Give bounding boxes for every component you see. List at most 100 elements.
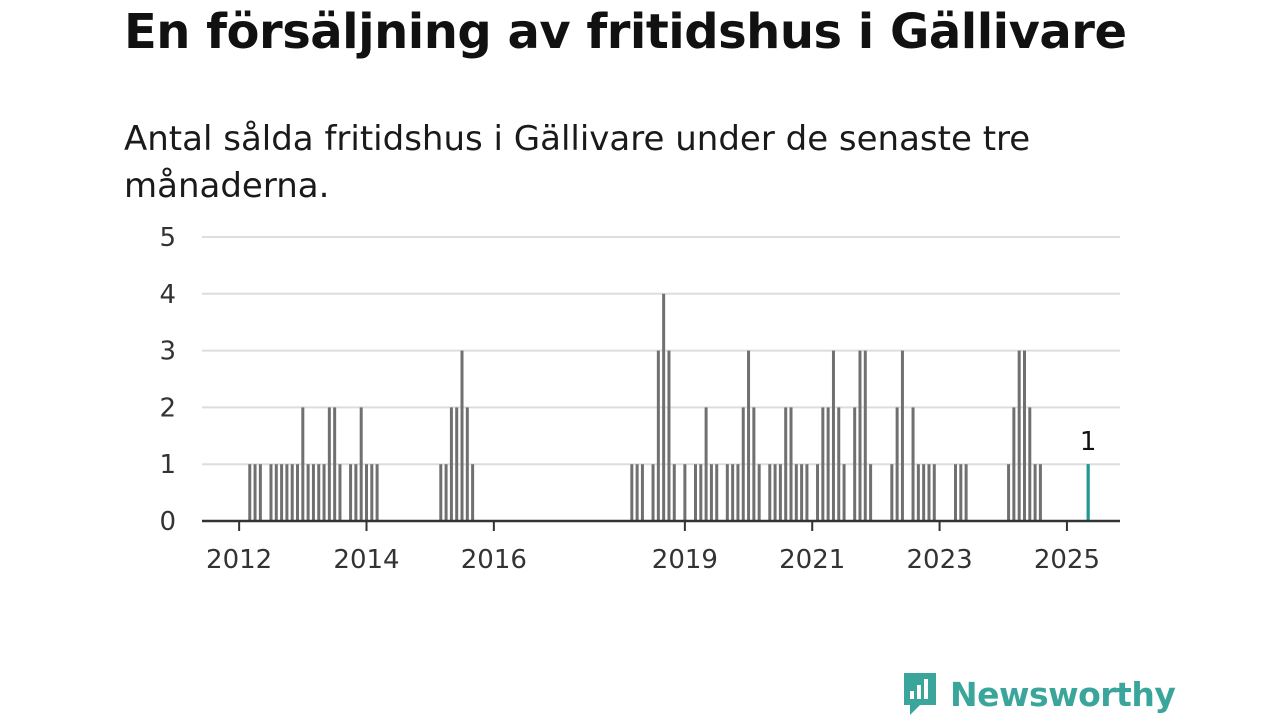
- bar: [900, 350, 904, 521]
- bar: [1012, 407, 1016, 521]
- x-tick-label: 2023: [906, 545, 972, 575]
- bar: [333, 407, 337, 521]
- bar: [741, 407, 745, 521]
- bar: [640, 464, 644, 521]
- bar: [869, 464, 873, 521]
- bar: [370, 464, 374, 521]
- bar: [725, 464, 729, 521]
- bar: [635, 464, 639, 521]
- bar: [800, 464, 804, 521]
- bar: [359, 407, 363, 521]
- bar: [895, 407, 899, 521]
- annotations: 1: [1080, 427, 1097, 457]
- bar: [269, 464, 273, 521]
- bar: [439, 464, 443, 521]
- y-tick-label: 0: [159, 507, 176, 537]
- bar: [922, 464, 926, 521]
- brand-logo: Newsworthy: [900, 668, 1176, 720]
- bar: [460, 350, 464, 521]
- bar: [736, 464, 740, 521]
- bar: [715, 464, 719, 521]
- bar: [954, 464, 957, 521]
- gridlines: [202, 236, 1120, 466]
- x-tick-label: 2021: [779, 545, 845, 575]
- bar: [667, 350, 671, 521]
- bar: [757, 464, 761, 521]
- bar: [338, 464, 342, 521]
- bar: [890, 464, 894, 521]
- bar: [837, 407, 841, 521]
- bar: [752, 407, 756, 521]
- bar: [789, 407, 793, 521]
- bar: [1028, 407, 1032, 521]
- bar: [311, 464, 315, 521]
- highlight-value-label: 1: [1080, 427, 1097, 457]
- bar: [365, 464, 368, 521]
- bar: [1038, 464, 1042, 521]
- bar: [693, 464, 697, 521]
- bar: [959, 464, 963, 521]
- bar: [916, 464, 920, 521]
- bar: [662, 293, 666, 521]
- bar: [842, 464, 846, 521]
- bar: [349, 464, 353, 521]
- x-axis-ticks: 2012 2014 2016 2019 2021 2023 2025: [206, 521, 1100, 575]
- bar: [322, 464, 326, 521]
- bar: [794, 464, 798, 521]
- bar: [465, 407, 469, 521]
- bar: [449, 407, 453, 521]
- bar: [651, 464, 655, 521]
- bar: [964, 464, 968, 521]
- bar: [327, 407, 331, 521]
- y-tick-label: 3: [159, 337, 176, 367]
- bar: [1033, 464, 1037, 521]
- highlight-bar: [1086, 464, 1090, 521]
- x-tick-label: 2016: [461, 545, 527, 575]
- bar: [306, 464, 310, 521]
- bar: [1017, 350, 1021, 521]
- bar: [1022, 350, 1026, 521]
- bar: [630, 464, 634, 521]
- bar: [253, 464, 257, 521]
- y-tick-label: 4: [159, 280, 176, 310]
- y-axis-ticks: 0 1 2 3 4 5: [159, 223, 176, 537]
- bar: [778, 464, 782, 521]
- y-tick-label: 1: [159, 450, 176, 480]
- x-tick-label: 2012: [206, 545, 272, 575]
- bar: [683, 464, 687, 521]
- bar: [858, 350, 862, 521]
- bar: [773, 464, 777, 521]
- bar: [672, 464, 676, 521]
- bar: [863, 350, 867, 521]
- bar: [709, 464, 713, 521]
- chart-subtitle: Antal sålda fritidshus i Gällivare under…: [124, 119, 1031, 206]
- bar: [704, 407, 708, 521]
- bar: [455, 407, 459, 521]
- bar: [258, 464, 262, 521]
- bar: [784, 407, 788, 521]
- bar: [248, 464, 252, 521]
- y-tick-label: 5: [159, 223, 176, 253]
- bar: [444, 464, 448, 521]
- bar: [296, 464, 300, 521]
- bar-chart: 0 1 2 3 4 5 2012 2014 2016 2019 2021 2023 2025 1: [159, 223, 1120, 575]
- bar: [927, 464, 931, 521]
- bar: [805, 464, 809, 521]
- bar: [816, 464, 820, 521]
- bar: [699, 464, 703, 521]
- brand-name: Newsworthy: [950, 674, 1176, 714]
- bar: [354, 464, 358, 521]
- bar: [274, 464, 278, 521]
- bar: [280, 464, 284, 521]
- y-tick-label: 2: [159, 393, 176, 423]
- bar: [656, 350, 660, 521]
- bar: [768, 464, 772, 521]
- x-tick-label: 2025: [1034, 545, 1100, 575]
- bar: [831, 350, 835, 521]
- bar: [301, 407, 305, 521]
- bar: [317, 464, 321, 521]
- newsworthy-logo-icon: [904, 673, 936, 715]
- bar: [290, 464, 294, 521]
- bars: [248, 293, 1090, 521]
- bar: [285, 464, 289, 521]
